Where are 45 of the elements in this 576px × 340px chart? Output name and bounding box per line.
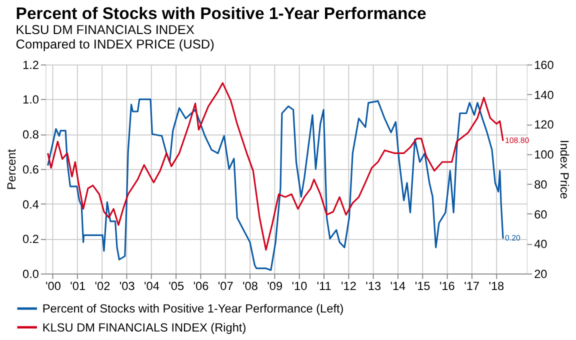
data-label: 108.80 <box>505 136 530 145</box>
text: KLSU DM FINANCIALS INDEX <box>16 22 194 37</box>
x-tick-label: '12 <box>340 278 356 293</box>
x-tick-label: '08 <box>242 278 258 293</box>
x-tick-label: '00 <box>46 278 62 293</box>
x-tick-label: '18 <box>488 278 505 293</box>
y-axis-title: Percent <box>4 148 19 190</box>
x-tick-label: '16 <box>439 278 456 293</box>
y-tick-label: 1.2 <box>22 58 39 72</box>
x-tick-label: '09 <box>267 278 283 293</box>
y-tick-label: 0.0 <box>22 266 40 281</box>
y2-tick-label: 20 <box>534 266 548 281</box>
x-tick-label: '15 <box>414 278 431 293</box>
y2-tick-label: 140 <box>534 88 554 102</box>
text: Compared to INDEX PRICE (USD) <box>16 36 214 52</box>
x-tick-label: '01 <box>70 278 86 293</box>
x-tick-label: '11 <box>316 278 332 293</box>
line-series <box>47 98 504 271</box>
x-tick-label: '02 <box>94 278 110 293</box>
y-tick-label: 0.6 <box>22 162 40 176</box>
x-tick-label: '10 <box>292 278 308 293</box>
y2-axis-title: Index Price <box>558 140 572 200</box>
chart-title: Percent of Stocks with Positive 1-Year Performance <box>16 4 426 24</box>
legend-label: Percent of Stocks with Positive 1-Year Performance (Left) <box>42 302 344 316</box>
y2-tick-label: 100 <box>534 148 554 162</box>
y-tick-label: 0.8 <box>22 128 40 142</box>
y2-tick-label: 80 <box>534 177 548 192</box>
x-tick-label: '03 <box>119 278 136 293</box>
y2-tick-label: 160 <box>534 58 554 72</box>
y2-tick-label: 120 <box>534 118 554 132</box>
x-tick-label: '06 <box>193 278 210 293</box>
data-label: 0.20 <box>505 234 521 243</box>
y-tick-label: 1.0 <box>22 92 40 107</box>
y-tick-label: 0.4 <box>22 197 40 212</box>
legend-label: KLSU DM FINANCIALS INDEX (Right) <box>42 320 246 334</box>
y-tick-label: 0.2 <box>22 232 39 246</box>
x-tick-label: '13 <box>366 278 382 293</box>
x-tick-label: '04 <box>144 278 160 293</box>
x-tick-label: '17 <box>464 278 480 293</box>
x-tick-label: '05 <box>168 278 184 293</box>
x-tick-label: '14 <box>390 278 406 293</box>
y2-tick-label: 40 <box>534 237 548 252</box>
x-tick-label: '07 <box>218 278 234 293</box>
line-series <box>47 82 504 251</box>
y2-tick-label: 60 <box>534 207 548 222</box>
